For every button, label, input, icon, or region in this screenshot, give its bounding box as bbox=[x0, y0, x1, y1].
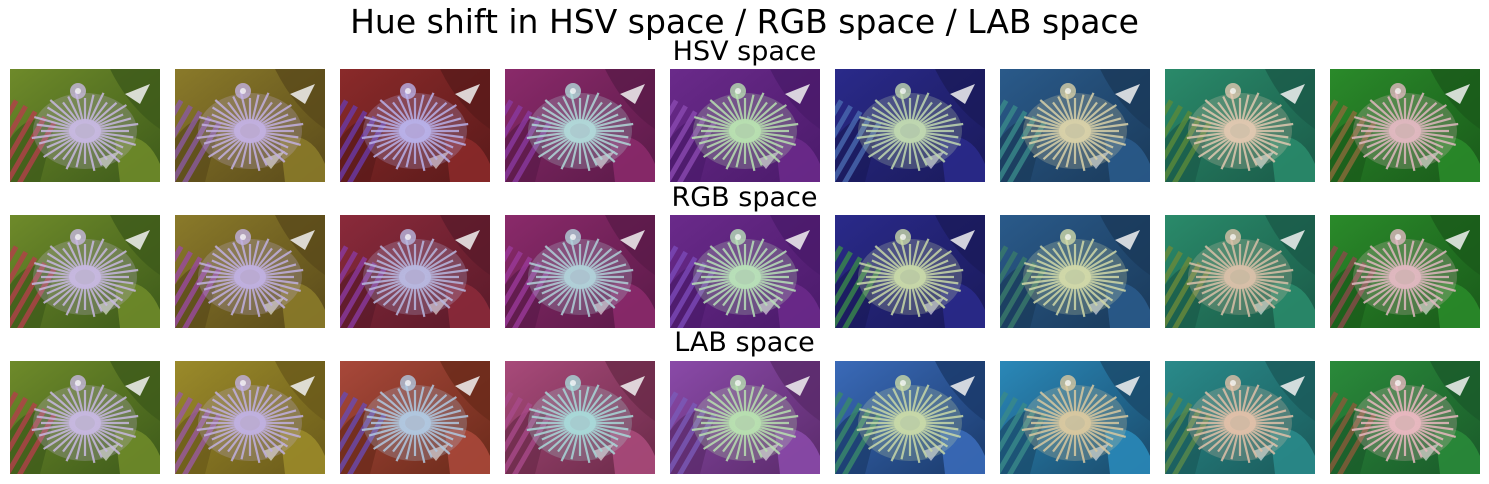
flower-photo bbox=[670, 69, 820, 182]
image-hsv-3 bbox=[340, 69, 490, 182]
image-lab-9 bbox=[1330, 361, 1480, 474]
image-lab-4 bbox=[505, 361, 655, 474]
flower-photo bbox=[835, 361, 985, 474]
flower-photo bbox=[340, 215, 490, 328]
image-rgb-9 bbox=[1330, 215, 1480, 328]
row-title-hsv: HSV space bbox=[672, 36, 817, 67]
flower-photo bbox=[10, 215, 160, 328]
image-hsv-4 bbox=[505, 69, 655, 182]
image-hsv-9 bbox=[1330, 69, 1480, 182]
flower-photo bbox=[10, 69, 160, 182]
flower-photo bbox=[1330, 361, 1480, 474]
flower-photo bbox=[505, 361, 655, 474]
image-rgb-5 bbox=[670, 215, 820, 328]
flower-photo bbox=[1165, 215, 1315, 328]
image-rgb-4 bbox=[505, 215, 655, 328]
flower-photo bbox=[835, 215, 985, 328]
flower-photo bbox=[175, 69, 325, 182]
row-title-lab: LAB space bbox=[674, 327, 815, 358]
flower-photo bbox=[10, 361, 160, 474]
flower-photo bbox=[175, 215, 325, 328]
image-rgb-8 bbox=[1165, 215, 1315, 328]
flower-photo bbox=[1165, 361, 1315, 474]
flower-photo bbox=[340, 69, 490, 182]
image-rgb-6 bbox=[835, 215, 985, 328]
flower-photo bbox=[835, 69, 985, 182]
image-lab-2 bbox=[175, 361, 325, 474]
figure-title: Hue shift in HSV space / RGB space / LAB… bbox=[350, 2, 1139, 41]
flower-photo bbox=[175, 361, 325, 474]
flower-photo bbox=[1000, 361, 1150, 474]
image-rgb-1 bbox=[10, 215, 160, 328]
flower-photo bbox=[1330, 69, 1480, 182]
flower-photo bbox=[340, 361, 490, 474]
image-hsv-8 bbox=[1165, 69, 1315, 182]
image-hsv-1 bbox=[10, 69, 160, 182]
image-rgb-2 bbox=[175, 215, 325, 328]
flower-photo bbox=[670, 215, 820, 328]
image-hsv-5 bbox=[670, 69, 820, 182]
image-rgb-7 bbox=[1000, 215, 1150, 328]
image-lab-5 bbox=[670, 361, 820, 474]
flower-photo bbox=[1000, 69, 1150, 182]
image-lab-7 bbox=[1000, 361, 1150, 474]
image-lab-6 bbox=[835, 361, 985, 474]
image-lab-3 bbox=[340, 361, 490, 474]
flower-photo bbox=[1000, 215, 1150, 328]
flower-photo bbox=[1165, 69, 1315, 182]
image-lab-1 bbox=[10, 361, 160, 474]
image-rgb-3 bbox=[340, 215, 490, 328]
flower-photo bbox=[505, 69, 655, 182]
flower-photo bbox=[1330, 215, 1480, 328]
image-hsv-6 bbox=[835, 69, 985, 182]
image-hsv-2 bbox=[175, 69, 325, 182]
image-hsv-7 bbox=[1000, 69, 1150, 182]
flower-photo bbox=[505, 215, 655, 328]
row-title-rgb: RGB space bbox=[671, 182, 818, 213]
image-lab-8 bbox=[1165, 361, 1315, 474]
flower-photo bbox=[670, 361, 820, 474]
